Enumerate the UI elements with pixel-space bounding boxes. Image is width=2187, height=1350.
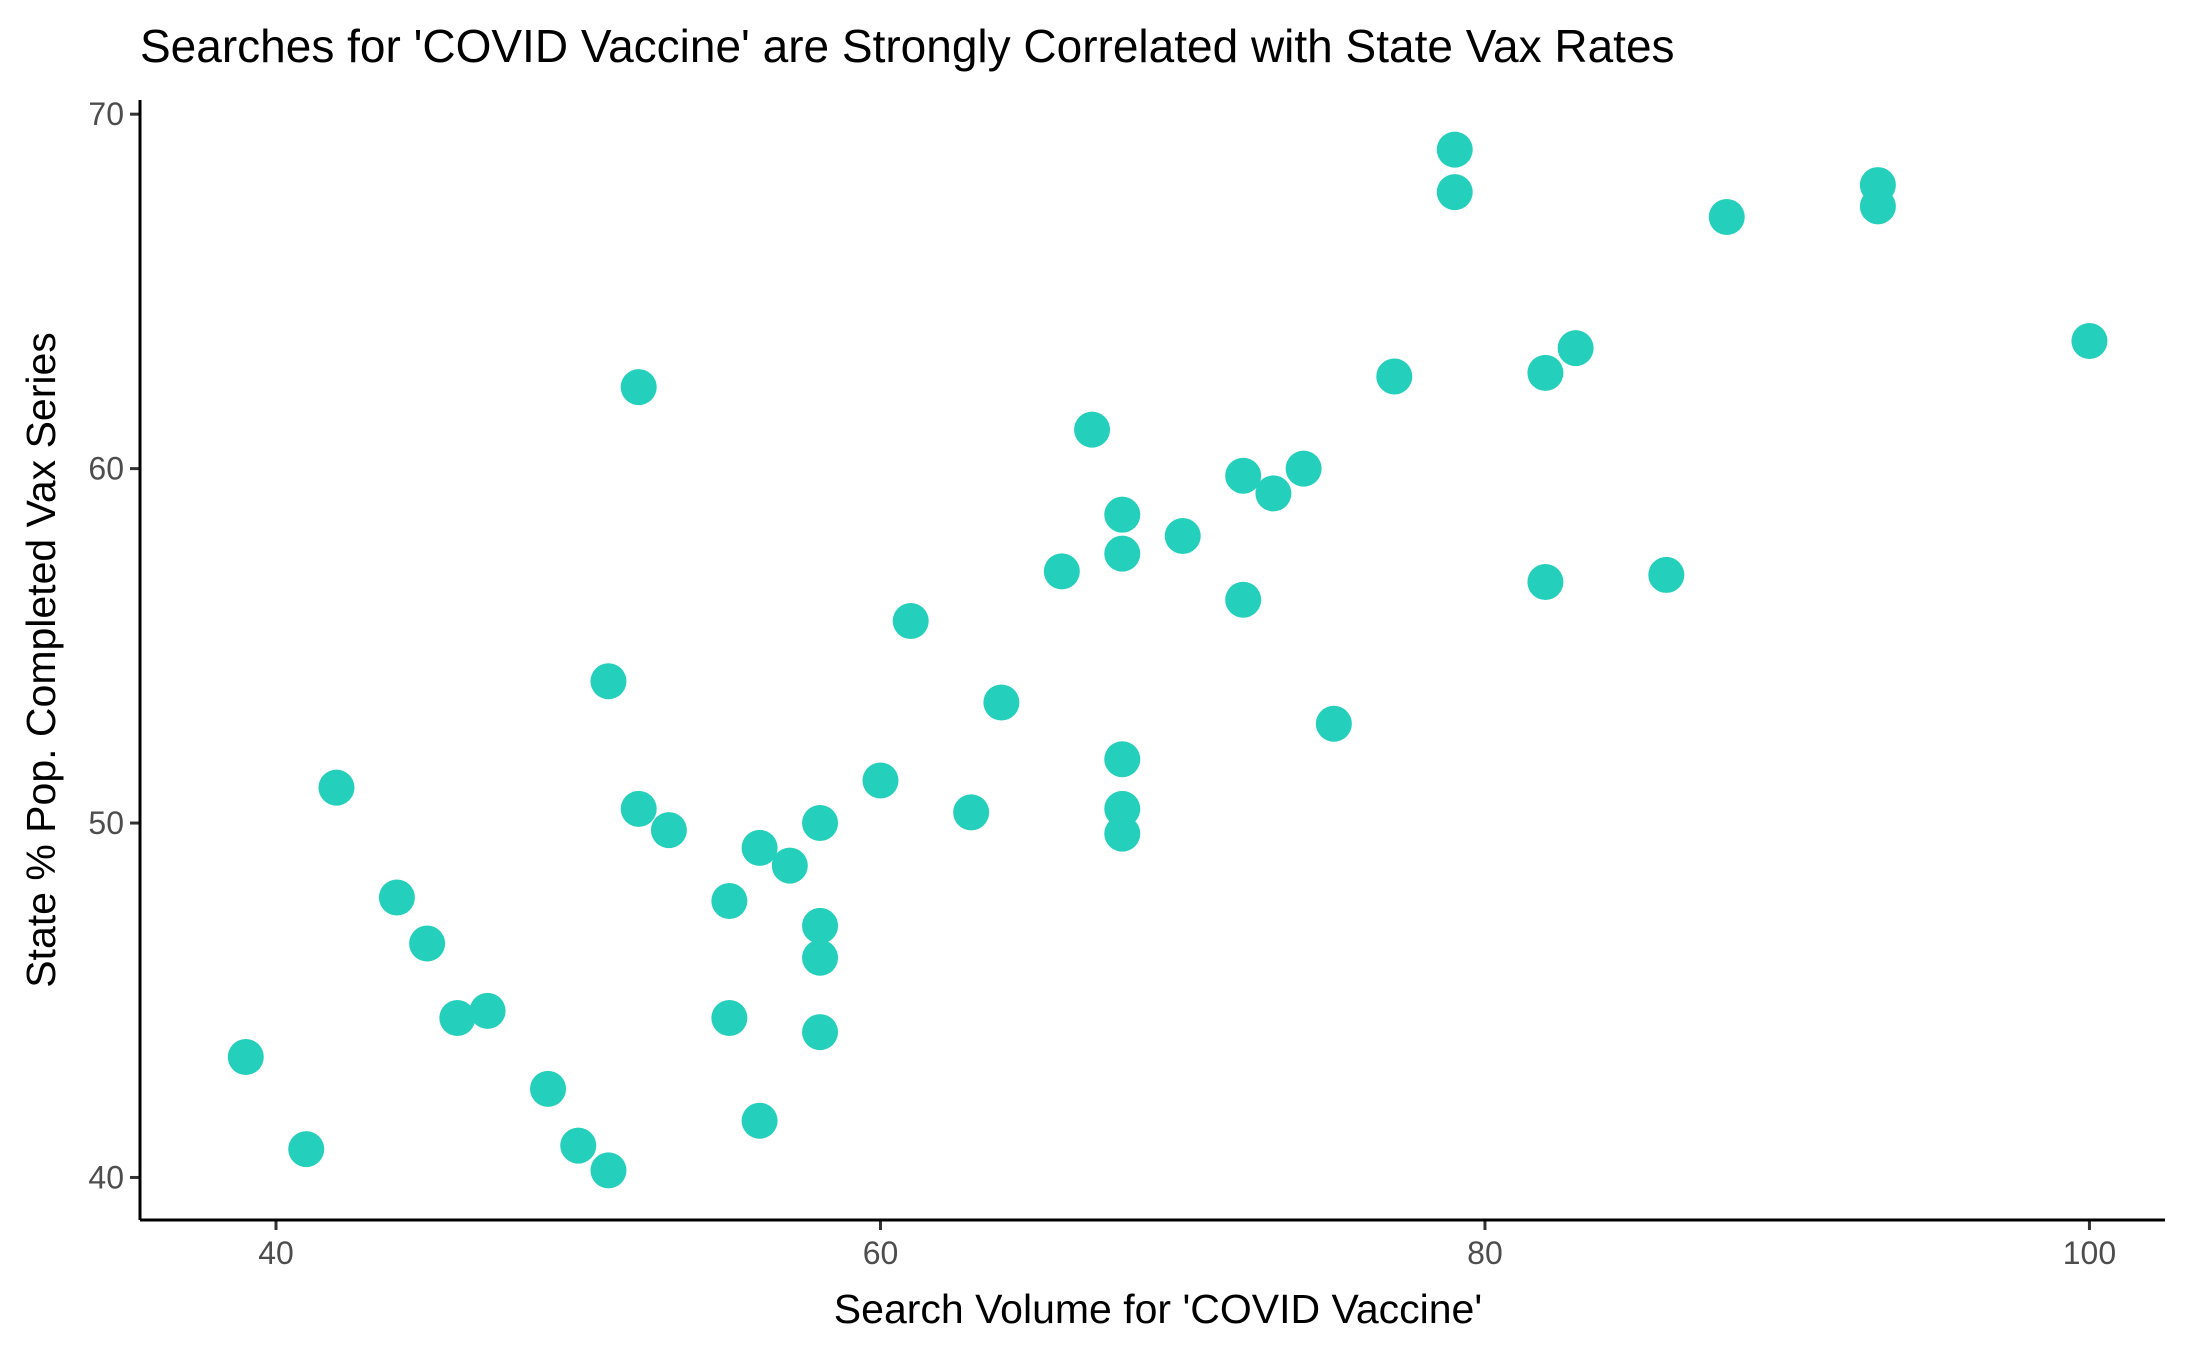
- data-point: [620, 369, 657, 406]
- data-point: [318, 769, 355, 806]
- data-point: [620, 790, 657, 827]
- data-point: [953, 794, 990, 831]
- data-point: [1376, 358, 1413, 395]
- x-tick-label: 80: [1467, 1235, 1503, 1271]
- x-axis-title: Search Volume for 'COVID Vaccine': [834, 1286, 1482, 1332]
- data-point: [1043, 553, 1080, 590]
- data-point: [2071, 323, 2108, 360]
- data-point: [590, 663, 627, 700]
- data-point: [560, 1127, 597, 1164]
- data-point: [590, 1152, 627, 1189]
- data-point: [771, 847, 808, 884]
- x-tick-label: 100: [2063, 1235, 2116, 1271]
- data-point: [378, 879, 415, 916]
- data-point: [1859, 188, 1896, 225]
- data-point: [741, 829, 778, 866]
- data-point: [1164, 517, 1201, 554]
- data-point: [802, 805, 839, 842]
- data-point: [1255, 475, 1292, 512]
- data-point: [1708, 198, 1745, 235]
- y-tick-label: 70: [88, 96, 124, 132]
- points-layer: [227, 131, 2108, 1189]
- data-point: [1104, 815, 1141, 852]
- data-point: [711, 883, 748, 920]
- data-point: [530, 1070, 567, 1107]
- data-point: [227, 1038, 264, 1075]
- y-tick-label: 40: [88, 1159, 124, 1195]
- data-point: [1648, 556, 1685, 593]
- data-point: [650, 812, 687, 849]
- y-axis-title: State % Pop. Completed Vax Series: [18, 332, 64, 988]
- x-tick-label: 60: [863, 1235, 899, 1271]
- data-point: [1436, 131, 1473, 168]
- data-point: [802, 907, 839, 944]
- data-point: [288, 1131, 325, 1168]
- data-point: [802, 1014, 839, 1051]
- data-point: [1527, 354, 1564, 391]
- data-point: [802, 939, 839, 976]
- data-point: [1557, 330, 1594, 367]
- ticks-layer: 40 60 80 100 40 50 60 70: [88, 96, 2116, 1271]
- data-point: [469, 992, 506, 1029]
- data-point: [1527, 564, 1564, 601]
- y-tick-label: 60: [88, 451, 124, 487]
- data-point: [892, 603, 929, 640]
- y-tick-label: 50: [88, 805, 124, 841]
- data-point: [1225, 581, 1262, 618]
- x-tick-label: 40: [258, 1235, 294, 1271]
- data-point: [1436, 174, 1473, 211]
- data-point: [1285, 450, 1322, 487]
- data-point: [1074, 411, 1111, 448]
- data-point: [1225, 457, 1262, 494]
- chart-title: Searches for 'COVID Vaccine' are Strongl…: [140, 20, 1675, 72]
- data-point: [1104, 535, 1141, 572]
- data-point: [741, 1102, 778, 1139]
- data-point: [862, 762, 899, 799]
- data-point: [1104, 496, 1141, 533]
- data-point: [1315, 705, 1352, 742]
- data-point: [983, 684, 1020, 721]
- data-point: [1104, 790, 1141, 827]
- data-point: [1104, 741, 1141, 778]
- data-point: [409, 925, 446, 962]
- data-point: [711, 999, 748, 1036]
- data-point: [439, 999, 476, 1036]
